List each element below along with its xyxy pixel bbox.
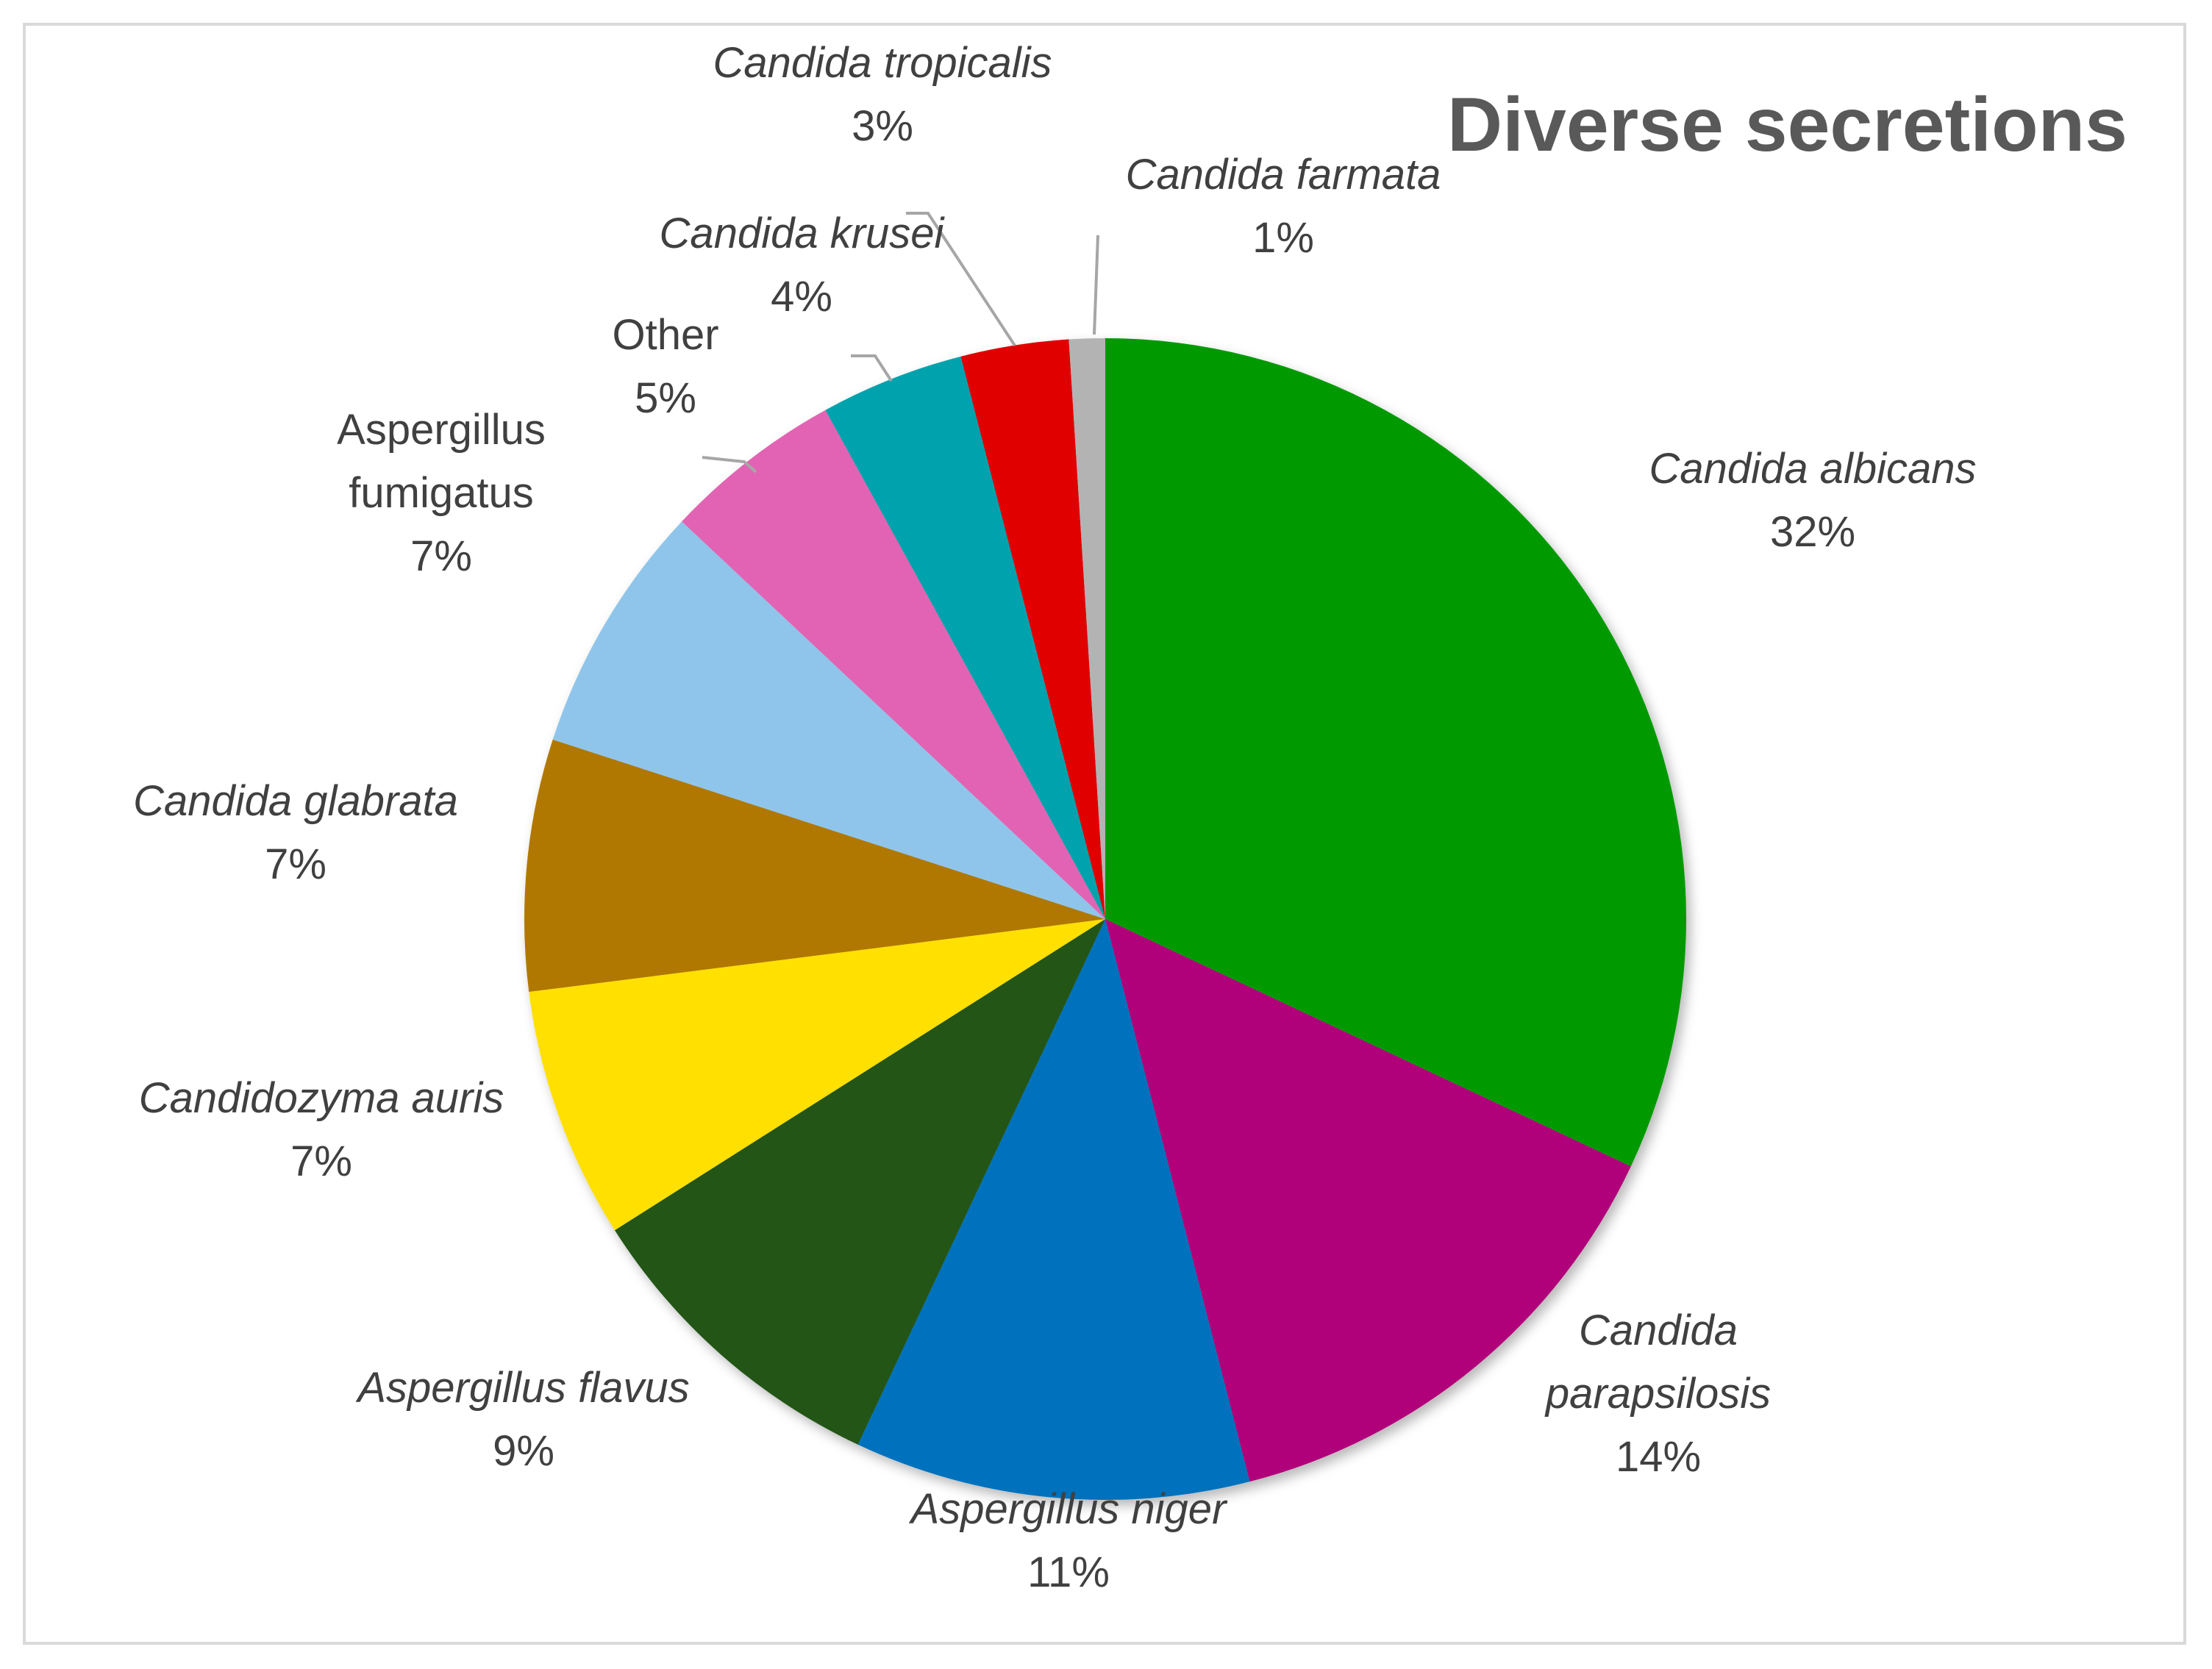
slice-label-candida-parapsilosis: Candida parapsilosis 14% <box>1544 1307 1771 1481</box>
slice-category-label: Aspergillus flavus <box>355 1364 689 1412</box>
slice-percent-label: 9% <box>493 1427 554 1475</box>
slice-percent-label: 14% <box>1616 1433 1701 1481</box>
slice-label-candida-tropicalis: Candida tropicalis 3% <box>713 39 1052 150</box>
slice-percent-label: 5% <box>635 374 696 422</box>
pie-slice-candida-glabrata <box>524 739 1105 993</box>
pie-slice-aspergillus-fumigatus <box>552 521 1105 919</box>
leader-line <box>906 212 1016 347</box>
slice-category-label: Candida albicans <box>1649 445 1977 493</box>
slice-category-label: Candida farmata <box>1126 151 1441 199</box>
pie-slice-candida-tropicalis <box>960 339 1105 919</box>
slice-category-label: Candida glabrata <box>133 777 458 825</box>
leader-line <box>702 456 757 473</box>
slice-category-label: parapsilosis <box>1544 1370 1771 1418</box>
pie-slice-candida-farmata <box>1068 338 1105 919</box>
slice-category-label: Aspergillus niger <box>909 1485 1228 1533</box>
leader-lines <box>702 212 1099 473</box>
pie-slice-candidozyma-auris <box>529 919 1105 1231</box>
pie-slices <box>524 338 1686 1500</box>
slice-category-label: Candida krusei <box>660 210 946 257</box>
slice-percent-label: 4% <box>771 273 832 321</box>
slice-percent-label: 7% <box>265 840 327 888</box>
slice-category-label: Aspergillus <box>337 406 546 454</box>
pie-slice-other <box>682 410 1105 919</box>
slice-label-candida-albicans: Candida albicans 32% <box>1649 445 1977 556</box>
slice-category-label: fumigatus <box>349 469 533 517</box>
slice-percent-label: 11% <box>1027 1548 1110 1596</box>
slice-label-candida-krusei: Candida krusei 4% <box>660 210 946 321</box>
pie-slice-aspergillus-niger <box>857 919 1250 1500</box>
slice-label-aspergillus-niger: Aspergillus niger 11% <box>909 1485 1228 1596</box>
slice-percent-label: 32% <box>1770 508 1855 556</box>
slice-label-candidozyma-auris: Candidozyma auris 7% <box>139 1074 504 1185</box>
slice-label-aspergillus-flavus: Aspergillus flavus 9% <box>355 1364 689 1475</box>
slice-labels: Candida albicans 32% Candida parapsilosis 14… <box>133 39 1976 1596</box>
pie-slice-aspergillus-flavus <box>614 919 1105 1445</box>
slice-category-label: Candida tropicalis <box>713 39 1052 87</box>
leader-line <box>851 354 893 382</box>
leader-line <box>1093 235 1099 335</box>
slice-label-candida-farmata: Candida farmata 1% <box>1126 151 1441 262</box>
slice-category-label: Candida <box>1579 1307 1738 1354</box>
slice-label-aspergillus-fumigatus: Aspergillus fumigatus 7% <box>337 406 546 580</box>
pie-slice-candida-parapsilosis <box>1105 919 1631 1482</box>
slice-category-label: Other <box>612 311 718 359</box>
slice-label-candida-glabrata: Candida glabrata 7% <box>133 777 458 888</box>
chart-title: Diverse secretions <box>1447 82 2127 168</box>
slice-percent-label: 7% <box>410 532 472 580</box>
pie-slice-candida-albicans <box>1105 338 1686 1167</box>
slice-category-label: Candidozyma auris <box>139 1074 504 1122</box>
slice-percent-label: 3% <box>852 102 913 150</box>
slice-percent-label: 7% <box>290 1137 352 1185</box>
pie-slice-candida-krusei <box>825 356 1105 919</box>
slice-label-other: Other 5% <box>612 311 718 422</box>
slice-percent-label: 1% <box>1252 214 1314 262</box>
